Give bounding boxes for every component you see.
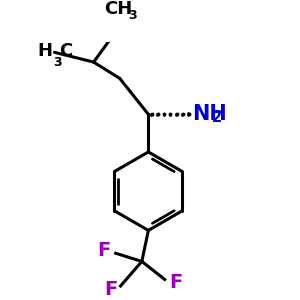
Text: H: H [38,42,53,60]
Text: NH: NH [193,103,227,124]
Text: CH: CH [104,0,132,18]
Text: F: F [98,241,111,260]
Text: F: F [104,280,117,299]
Text: C: C [59,42,73,60]
Text: 3: 3 [53,56,62,69]
Text: F: F [169,273,183,292]
Text: 2: 2 [212,110,222,125]
Text: 3: 3 [128,9,136,22]
